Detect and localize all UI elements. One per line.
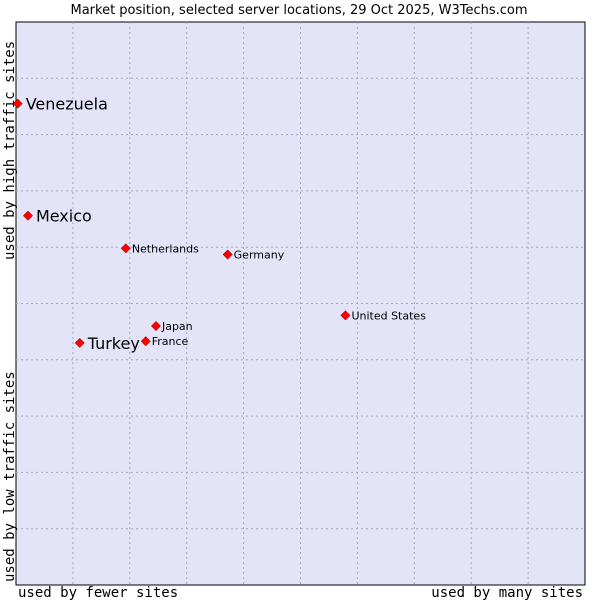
marker-netherlands — [120, 243, 131, 254]
point-venezuela: Venezuela — [12, 95, 108, 114]
x-axis-label-right: used by many sites — [431, 585, 583, 600]
point-germany: Germany — [222, 249, 285, 262]
grid-lines — [16, 22, 585, 585]
chart-title: Market position, selected server locatio… — [70, 3, 527, 18]
point-japan: Japan — [151, 320, 193, 333]
label-netherlands: Netherlands — [132, 242, 199, 255]
point-mexico: Mexico — [23, 207, 92, 226]
marker-germany — [222, 249, 233, 260]
marker-turkey — [74, 337, 85, 348]
y-axis-label-top: used by high traffic sites — [2, 41, 18, 260]
label-turkey: Turkey — [87, 334, 140, 353]
marker-japan — [151, 321, 161, 331]
y-axis-label-bottom: used by low traffic sites — [2, 371, 18, 582]
label-united-states: United States — [351, 309, 426, 322]
point-turkey: Turkey — [74, 334, 140, 353]
point-netherlands: Netherlands — [120, 242, 199, 255]
label-venezuela: Venezuela — [26, 95, 108, 114]
label-mexico: Mexico — [36, 207, 92, 226]
marker-venezuela — [12, 98, 23, 109]
label-germany: Germany — [234, 249, 285, 262]
point-united-states: United States — [340, 309, 426, 322]
label-japan: Japan — [161, 320, 193, 333]
point-france: France — [140, 335, 189, 348]
marker-united-states — [340, 310, 351, 321]
label-france: France — [152, 335, 189, 348]
marker-mexico — [23, 210, 33, 221]
marker-france — [140, 336, 151, 347]
data-points: Venezuela Mexico Netherlands Germany United … — [12, 95, 426, 353]
x-axis-label-left: used by fewer sites — [18, 585, 178, 600]
